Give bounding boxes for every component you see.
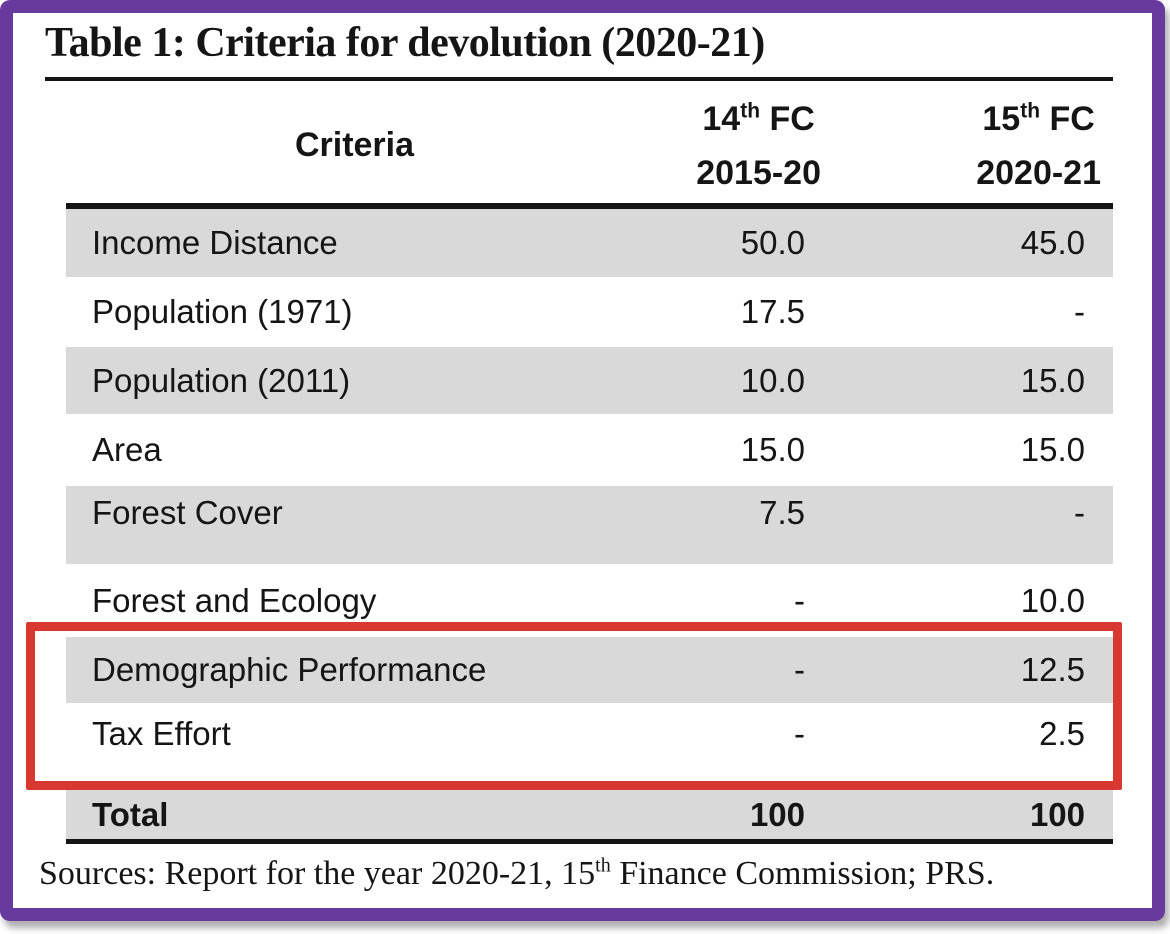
table-header-row: Criteria 14th FC 2015-20 15th FC 2020-21	[66, 88, 1113, 209]
fc14-value: 7.5	[759, 494, 805, 531]
table-row-total: Total 100 100	[66, 790, 1113, 844]
fc14-value: 15.0	[740, 431, 805, 468]
table-body: Income Distance 50.0 45.0 Population (19…	[66, 209, 1113, 844]
header-15th-fc-num: 15	[982, 99, 1021, 138]
fc14-value: 17.5	[740, 293, 805, 330]
header-14th-fc-sup: th	[740, 99, 761, 123]
sources-superscript: th	[595, 854, 611, 877]
sources-text: Sources: Report for the year 2020-21, 15	[39, 855, 596, 892]
fc15-value: 2.5	[1039, 715, 1085, 752]
criteria-cell: Income Distance	[92, 224, 338, 261]
table-row-population-2011: Population (2011) 10.0 15.0	[66, 347, 1113, 414]
criteria-cell: Demographic Performance	[92, 651, 487, 688]
table-row-tax-effort: Tax Effort - 2.5	[66, 703, 1113, 790]
criteria-cell: Total	[92, 795, 169, 833]
table-row-demographic-performance: Demographic Performance - 12.5	[66, 637, 1113, 703]
table-row-area: Area 15.0 15.0	[66, 414, 1113, 486]
fc14-value: -	[794, 651, 805, 688]
header-criteria: Criteria	[294, 126, 415, 164]
criteria-cell: Forest and Ecology	[92, 581, 377, 619]
fc15-value: 100	[1029, 795, 1085, 833]
sources-note: Sources: Report for the year 2020-21, 15…	[39, 855, 1149, 893]
header-14th-fc: 14th FC 2015-20	[643, 88, 833, 203]
fc14-value: 50.0	[740, 224, 805, 261]
table-row-forest-cover: Forest Cover 7.5 -	[66, 486, 1113, 564]
criteria-cell: Population (2011)	[92, 361, 351, 399]
fc14-value: 100	[749, 795, 805, 833]
fc15-value: -	[1074, 494, 1085, 531]
header-14th-fc-period: 2015-20	[696, 153, 821, 192]
document-page: Table 1: Criteria for devolution (2020-2…	[13, 13, 1152, 908]
header-14th-fc-rest: FC	[760, 99, 815, 138]
table-title: Table 1: Criteria for devolution (2020-2…	[45, 19, 1113, 81]
fc15-value: 12.5	[1020, 651, 1085, 688]
fc14-value: 10.0	[740, 361, 805, 399]
header-15th-fc-sup: th	[1020, 99, 1041, 123]
criteria-cell: Tax Effort	[92, 715, 231, 752]
header-15th-fc-period: 2020-21	[976, 153, 1101, 192]
fc14-value: -	[794, 715, 805, 752]
criteria-table: Criteria 14th FC 2015-20 15th FC 2020-21…	[66, 88, 1113, 844]
header-15th-fc-rest: FC	[1040, 99, 1095, 138]
fc15-value: 45.0	[1020, 224, 1085, 261]
criteria-cell: Population (1971)	[92, 293, 353, 330]
fc15-value: 15.0	[1020, 361, 1085, 399]
fc15-value: -	[1074, 293, 1085, 330]
criteria-cell: Forest Cover	[92, 494, 283, 531]
fc15-value: 15.0	[1020, 431, 1085, 468]
fc14-value: -	[794, 581, 805, 619]
table-row-population-1971: Population (1971) 17.5 -	[66, 277, 1113, 347]
header-15th-fc: 15th FC 2020-21	[833, 88, 1113, 203]
table-row-forest-and-ecology: Forest and Ecology - 10.0	[66, 564, 1113, 637]
criteria-cell: Area	[92, 431, 162, 468]
header-14th-fc-num: 14	[702, 99, 741, 138]
fc15-value: 10.0	[1020, 581, 1085, 619]
sources-text-suffix: Finance Commission; PRS.	[610, 855, 995, 892]
table-row-income-distance: Income Distance 50.0 45.0	[66, 209, 1113, 277]
